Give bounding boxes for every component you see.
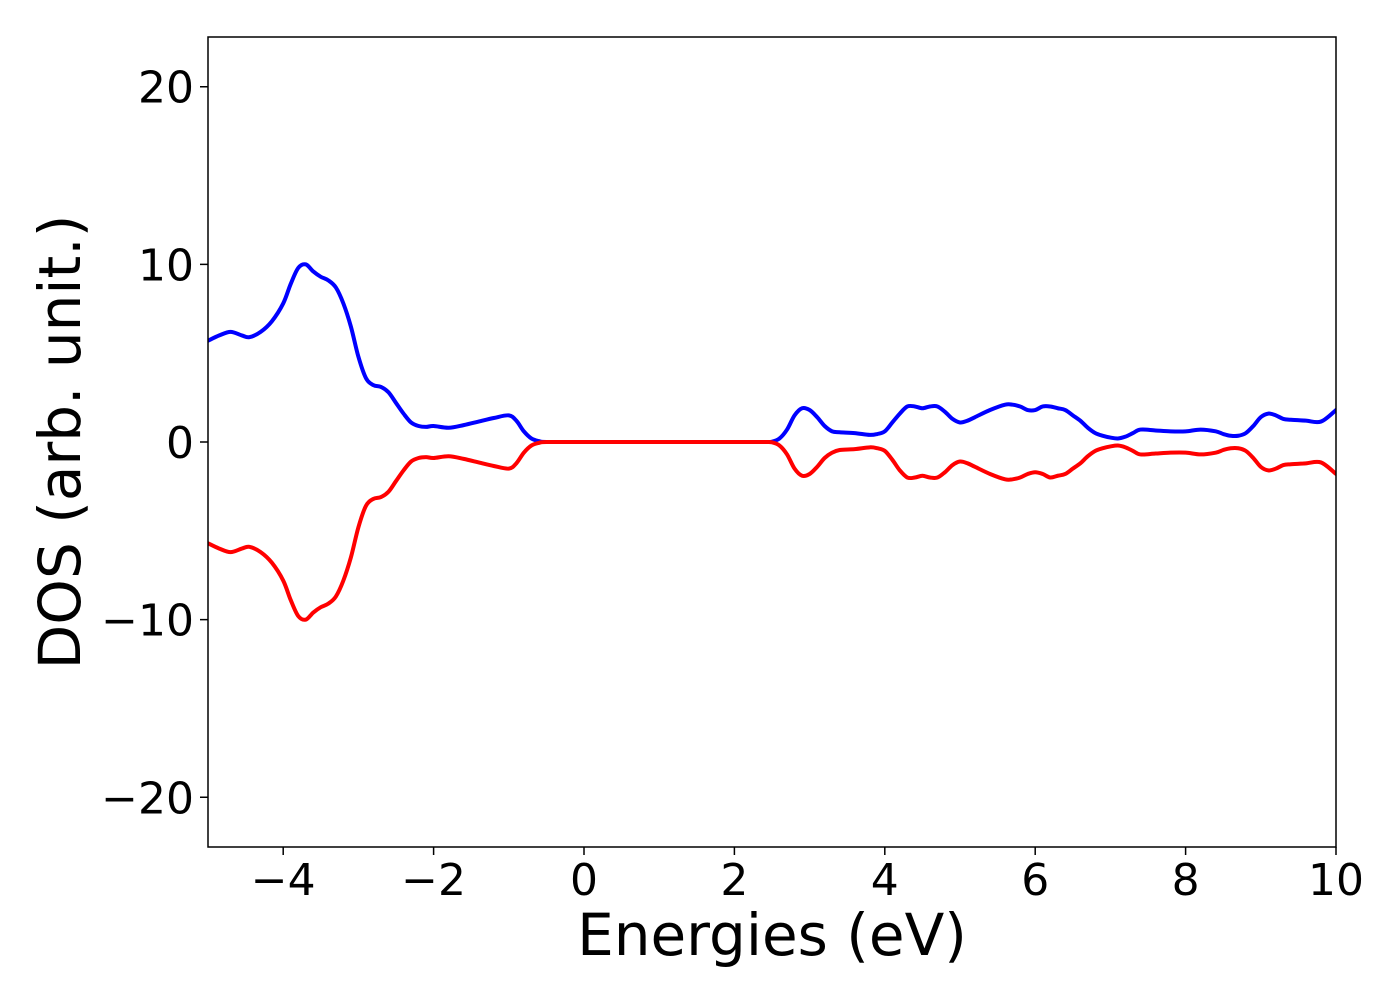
x-tick-label: 4: [871, 855, 899, 906]
dos-series-line-positive: [208, 262, 1336, 445]
x-tick-label: 0: [570, 855, 598, 906]
x-axis-ticks: −4 −2 0 2 4 6 8 10: [251, 847, 1364, 906]
series-layer: [208, 262, 1336, 622]
x-tick-label: −2: [401, 855, 466, 906]
x-tick-label: 10: [1308, 855, 1364, 906]
dos-series-line-negative: [208, 439, 1336, 622]
x-tick-label: 2: [720, 855, 748, 906]
y-axis-ticks: −20 −10 0 10 20: [101, 63, 208, 824]
y-tick-label: 20: [138, 63, 194, 114]
x-axis-title: Energies (eV): [577, 901, 967, 969]
x-tick-label: −4: [251, 855, 316, 906]
y-tick-label: −20: [101, 773, 194, 824]
x-tick-label: 8: [1172, 855, 1200, 906]
y-tick-label: −10: [101, 596, 194, 647]
x-tick-label: 6: [1021, 855, 1049, 906]
y-axis-title: DOS (arb. unit.): [26, 215, 94, 670]
y-tick-label: 10: [138, 240, 194, 291]
y-tick-label: 0: [166, 418, 194, 469]
